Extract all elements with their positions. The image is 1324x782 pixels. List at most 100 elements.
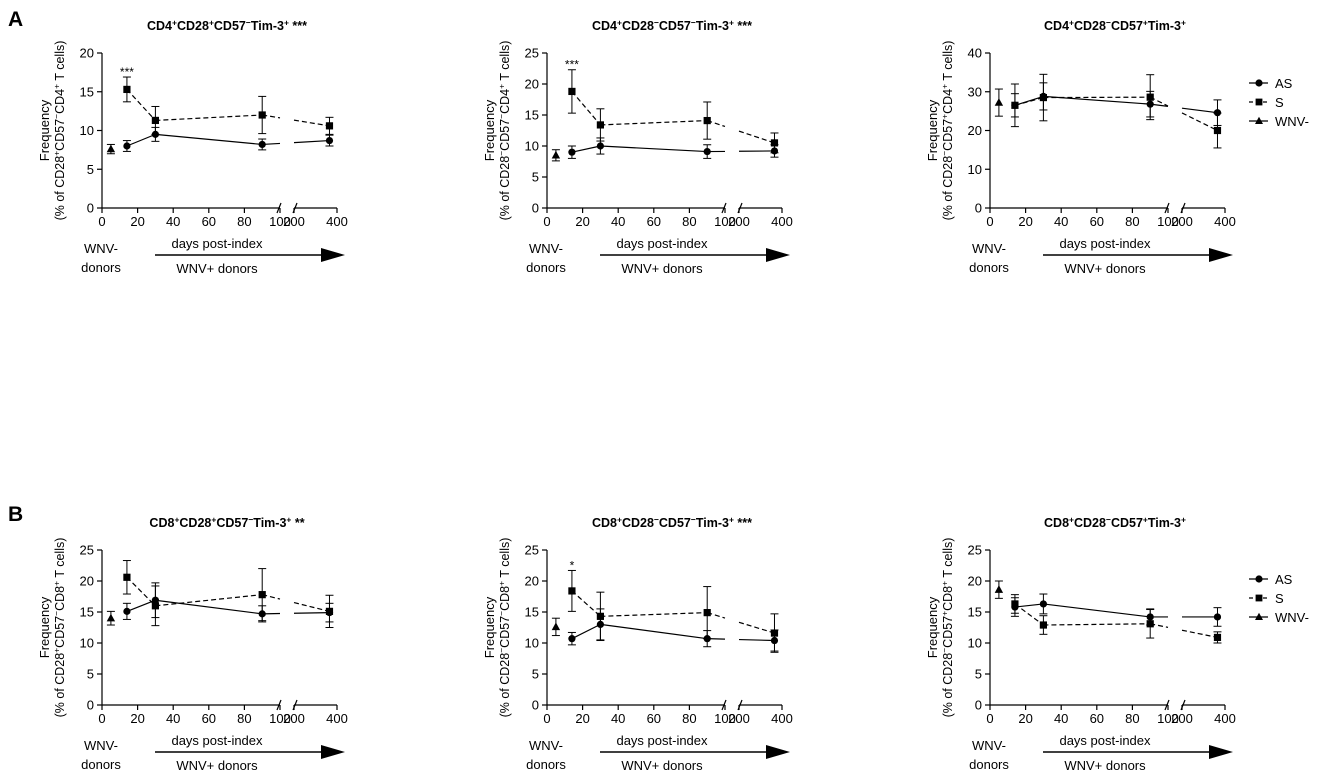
x-tick-label: 400 [1214,214,1236,229]
x-axis-title: days post-index [616,236,708,251]
x-tick-label: 200 [283,711,305,726]
data-point-square [597,121,604,128]
series-line [1182,108,1217,112]
x-tick-label: 20 [1018,214,1032,229]
data-point-square [568,88,575,95]
series-wnv [552,618,560,635]
x-tick-label: 0 [543,214,550,229]
y-tick-label: 0 [87,698,94,713]
series-line [155,134,262,144]
data-point-square [123,86,130,93]
data-point-circle [123,608,130,615]
series-line [1043,624,1150,625]
series-line [739,131,774,143]
series-line [155,600,262,614]
panel-title: CD8+CD28+CD57−Tim-3+ ** [149,515,304,530]
series-wnv [107,611,115,625]
y-tick-label: 20 [80,574,94,589]
series-s [568,70,779,153]
data-point-circle [1040,600,1047,607]
y-axis-title: Frequency [482,596,497,658]
y-tick-label: 20 [525,77,539,92]
x-tick-label: 60 [647,214,661,229]
significance-annotation: *** [565,57,579,71]
series-line [1182,630,1217,637]
data-point-square [326,608,333,615]
x-tick-label: 40 [1054,214,1068,229]
x-tick-label: 200 [728,214,750,229]
series-line [1182,113,1217,131]
y-tick-label: 5 [532,170,539,185]
x-tick-label: 40 [1054,711,1068,726]
x-tick-label: 80 [682,711,696,726]
y-tick-label: 5 [87,162,94,177]
panel-title: CD4+CD28−CD57−Tim-3+ *** [592,18,752,33]
arrow-head [1209,745,1233,759]
x-tick-label: 20 [1018,711,1032,726]
legend-label: WNV- [1275,610,1309,625]
x-tick-label: 40 [611,214,625,229]
y-tick-label: 10 [968,636,982,651]
y-tick-label: 10 [968,162,982,177]
data-point-square [259,111,266,118]
group-label-donors: donors [526,757,566,772]
group-label-donors: donors [969,757,1009,772]
x-tick-label: 0 [543,711,550,726]
legend-marker-triangle [1255,117,1263,124]
y-tick-label: 0 [532,698,539,713]
x-axis-title: days post-index [1059,236,1151,251]
series-line [572,91,600,124]
y-axis-subtitle: (% of CD28−CD57−CD8+ T cells) [497,538,512,718]
y-tick-label: 0 [975,698,982,713]
x-tick-label: 200 [728,711,750,726]
y-tick-label: 10 [80,636,94,651]
x-tick-label: 400 [771,711,793,726]
series-line [600,624,707,638]
x-tick-label: 60 [1090,711,1104,726]
x-tick-label: 200 [283,214,305,229]
data-point-circle [1214,613,1221,620]
x-tick-label: 400 [326,711,348,726]
data-point-triangle [107,614,115,622]
series-line [600,146,707,152]
x-axis-title: days post-index [171,733,263,748]
group-label-wnv-positive: WNV+ donors [176,758,258,773]
x-tick-label: 60 [647,711,661,726]
data-point-square [704,609,711,616]
x-tick-label: 40 [166,214,180,229]
x-tick-label: 20 [575,711,589,726]
data-point-square [1011,102,1018,109]
group-label-wnv-positive: WNV+ donors [1064,758,1146,773]
series-line [739,640,774,641]
y-tick-label: 10 [525,139,539,154]
data-point-circle [568,635,575,642]
x-tick-label: 60 [202,214,216,229]
group-label-wnv-negative: WNV- [972,738,1006,753]
series-line [600,121,707,125]
series-line [155,115,262,120]
data-point-triangle [107,145,115,153]
legend-marker-triangle [1255,613,1263,620]
y-tick-label: 5 [532,667,539,682]
x-tick-label: 0 [986,711,993,726]
data-point-square [1011,600,1018,607]
arrow-head [766,745,790,759]
y-axis-subtitle: (% of CD28+CD57−CD8+ T cells) [52,538,67,718]
y-tick-label: 20 [525,574,539,589]
data-point-square [704,117,711,124]
data-point-square [597,613,604,620]
legend-label: AS [1275,572,1293,587]
y-tick-label: 5 [87,667,94,682]
legend-label: WNV- [1275,114,1309,129]
data-point-square [1214,127,1221,134]
series-line [1015,604,1043,607]
x-tick-label: 80 [682,214,696,229]
series-s [123,77,334,134]
y-tick-label: 15 [525,108,539,123]
data-point-square [326,122,333,129]
series-line [127,577,155,606]
